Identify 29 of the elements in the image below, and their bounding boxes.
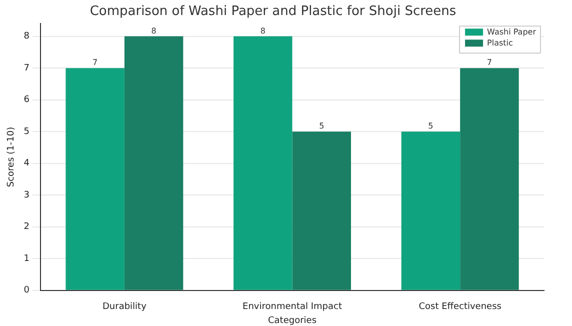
legend-label: Plastic (487, 38, 513, 48)
data-label: 7 (92, 58, 98, 68)
bar (234, 36, 292, 290)
bar (460, 68, 519, 290)
y-tick-label: 7 (24, 63, 30, 74)
bar (124, 36, 184, 290)
y-tick-label: 3 (24, 190, 30, 200)
y-tick-label: 8 (24, 32, 30, 42)
bar (292, 132, 351, 290)
y-tick-label: 4 (24, 158, 30, 169)
bar (66, 68, 124, 290)
data-label: 8 (260, 26, 266, 36)
data-label: 5 (428, 122, 434, 131)
data-label: 7 (486, 58, 492, 68)
y-tick-label: 0 (24, 286, 30, 296)
legend-label: Washi Paper (487, 28, 537, 37)
y-tick-label: 2 (24, 222, 30, 232)
x-tick-label: Durability (102, 302, 148, 312)
data-label: 8 (151, 26, 156, 36)
bar (401, 132, 460, 290)
chart-title: Comparison of Washi Paper and Plastic for Shoji Screens (90, 4, 456, 20)
y-tick-label: 5 (24, 126, 30, 137)
y-tick-label: 1 (24, 254, 30, 264)
y-axis-title: Scores (1-10) (6, 126, 17, 188)
x-tick-label: Environmental Impact (242, 302, 342, 312)
x-axis-title: Categories (268, 316, 317, 326)
x-tick-label: Cost Effectiveness (418, 302, 502, 312)
y-tick-label: 6 (24, 95, 30, 106)
data-label: 5 (319, 122, 324, 131)
